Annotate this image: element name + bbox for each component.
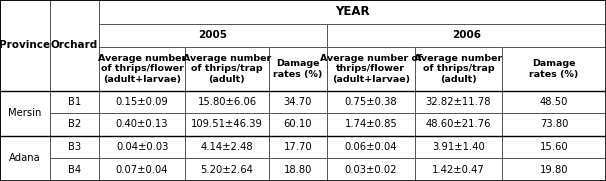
Bar [99, 136, 185, 158]
Text: YEAR: YEAR [335, 5, 370, 18]
Bar [502, 90, 606, 113]
Text: 2005: 2005 [199, 30, 227, 41]
Text: B2: B2 [68, 119, 81, 129]
Text: 3.91±1.40: 3.91±1.40 [432, 142, 485, 152]
Bar [185, 47, 269, 90]
Text: Average number
of thrips/trap
(adult): Average number of thrips/trap (adult) [415, 54, 502, 84]
Text: 15.60: 15.60 [539, 142, 568, 152]
Text: 18.80: 18.80 [284, 165, 312, 175]
Bar [502, 136, 606, 158]
Bar [99, 0, 606, 24]
Text: 48.50: 48.50 [540, 97, 568, 107]
Text: 48.60±21.76: 48.60±21.76 [425, 119, 491, 129]
Bar [99, 47, 185, 90]
Text: 73.80: 73.80 [540, 119, 568, 129]
Text: 32.82±11.78: 32.82±11.78 [425, 97, 491, 107]
Bar [269, 47, 327, 90]
Bar [0, 90, 50, 136]
Bar [327, 24, 606, 47]
Bar [327, 113, 415, 136]
Bar [415, 113, 502, 136]
Bar [185, 158, 269, 181]
Bar [99, 90, 185, 113]
Bar [415, 136, 502, 158]
Text: 5.20±2.64: 5.20±2.64 [201, 165, 253, 175]
Bar [502, 158, 606, 181]
Bar [99, 158, 185, 181]
Text: Damage
rates (%): Damage rates (%) [529, 59, 579, 79]
Text: 17.70: 17.70 [284, 142, 312, 152]
Bar [50, 0, 99, 90]
Text: 0.06±0.04: 0.06±0.04 [345, 142, 397, 152]
Bar [269, 136, 327, 158]
Text: 15.80±6.06: 15.80±6.06 [198, 97, 256, 107]
Text: Orchard: Orchard [51, 40, 98, 50]
Text: 19.80: 19.80 [539, 165, 568, 175]
Text: Average number
of thrips/trap
(adult): Average number of thrips/trap (adult) [183, 54, 271, 84]
Text: 2006: 2006 [452, 30, 481, 41]
Text: 34.70: 34.70 [284, 97, 312, 107]
Text: 4.14±2.48: 4.14±2.48 [201, 142, 253, 152]
Bar [327, 47, 415, 90]
Bar [415, 90, 502, 113]
Bar [269, 158, 327, 181]
Text: Average number
of thrips/flower
(adult+larvae): Average number of thrips/flower (adult+l… [98, 54, 186, 84]
Text: 0.03±0.02: 0.03±0.02 [345, 165, 397, 175]
Bar [0, 136, 50, 181]
Text: B1: B1 [68, 97, 81, 107]
Bar [50, 90, 99, 113]
Bar [269, 113, 327, 136]
Text: 1.42±0.47: 1.42±0.47 [432, 165, 485, 175]
Bar [50, 136, 99, 158]
Bar [502, 113, 606, 136]
Bar [415, 47, 502, 90]
Bar [269, 90, 327, 113]
Bar [0, 0, 50, 90]
Bar [185, 136, 269, 158]
Bar [502, 47, 606, 90]
Text: 0.40±0.13: 0.40±0.13 [116, 119, 168, 129]
Text: 0.07±0.04: 0.07±0.04 [116, 165, 168, 175]
Text: B4: B4 [68, 165, 81, 175]
Text: Damage
rates (%): Damage rates (%) [273, 59, 322, 79]
Bar [99, 113, 185, 136]
Bar [185, 113, 269, 136]
Bar [327, 136, 415, 158]
Text: 0.04±0.03: 0.04±0.03 [116, 142, 168, 152]
Text: 1.74±0.85: 1.74±0.85 [344, 119, 398, 129]
Bar [185, 90, 269, 113]
Text: 0.75±0.38: 0.75±0.38 [345, 97, 397, 107]
Bar [50, 113, 99, 136]
Text: Mersin: Mersin [8, 108, 42, 118]
Bar [415, 158, 502, 181]
Text: Adana: Adana [9, 153, 41, 163]
Text: Average number of
thrips/flower
(adult+larvae): Average number of thrips/flower (adult+l… [320, 54, 422, 84]
Text: 60.10: 60.10 [284, 119, 312, 129]
Bar [327, 90, 415, 113]
Text: Province: Province [0, 40, 50, 50]
Bar [327, 158, 415, 181]
Text: 109.51±46.39: 109.51±46.39 [191, 119, 263, 129]
Text: 0.15±0.09: 0.15±0.09 [116, 97, 168, 107]
Bar [50, 158, 99, 181]
Bar [99, 24, 327, 47]
Text: B3: B3 [68, 142, 81, 152]
